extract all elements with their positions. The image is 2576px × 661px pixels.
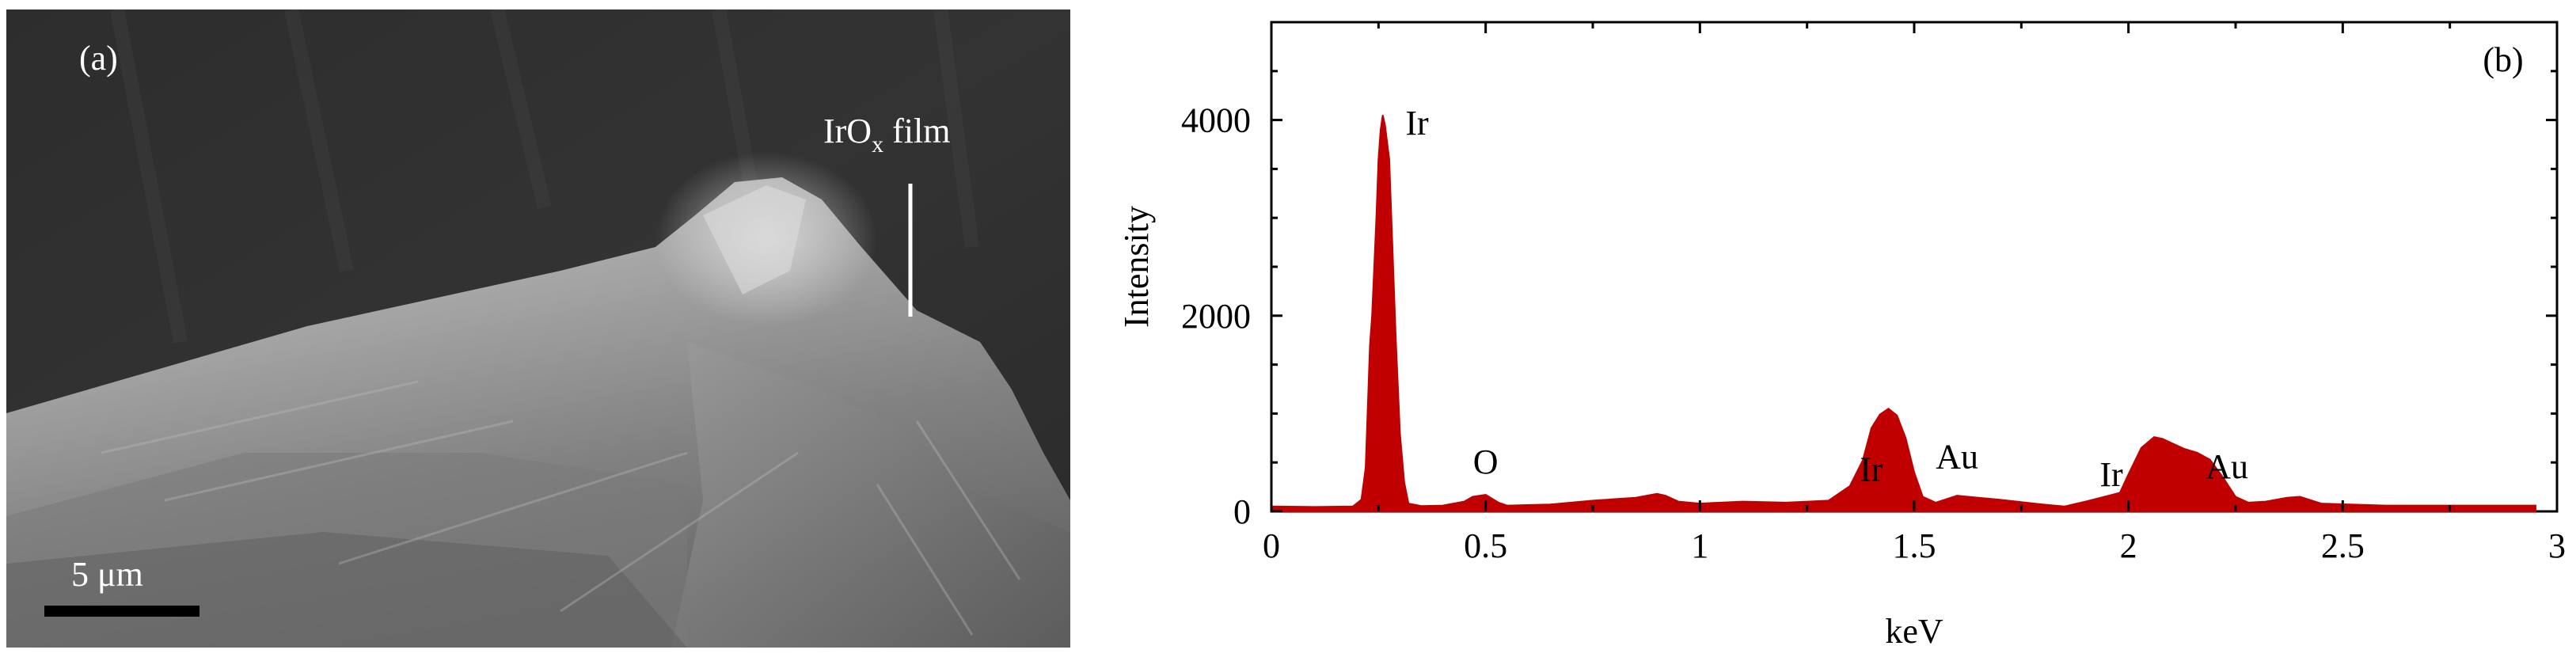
peak-label: Ir <box>1860 450 1883 489</box>
sem-image-panel: (a) IrOx film 5 μm <box>6 9 1070 648</box>
panel-b-label: (b) <box>2483 40 2523 79</box>
scale-bar-label: 5 μm <box>71 555 143 594</box>
y-axis-title: Intensity <box>1117 206 1156 328</box>
x-tick-label: 1.5 <box>1893 526 1936 565</box>
eds-spectrum-chart: 0 0.5 1 1.5 2 2.5 3 0 2000 4000 Ir O Ir Au Ir Au (b) k… <box>1117 21 2566 651</box>
film-annotation: IrOx film <box>823 112 950 158</box>
sem-micrograph: (a) IrOx film 5 μm <box>6 9 1070 648</box>
peak-label: Au <box>2206 447 2248 486</box>
x-tick-label: 0.5 <box>1464 526 1507 565</box>
peak-annotations: Ir O Ir Au Ir Au <box>1405 104 2248 494</box>
peak-label: Ir <box>2099 455 2123 494</box>
axis-ticks <box>1270 21 2559 513</box>
spectrum-area <box>1271 115 2536 512</box>
scale-bar <box>44 606 199 617</box>
peak-label: Ir <box>1405 104 1429 142</box>
x-axis-title: keV <box>1885 612 1943 651</box>
y-tick-label: 4000 <box>1181 101 1251 140</box>
plot-frame <box>1270 21 2559 513</box>
x-tick-label: 2 <box>2120 526 2137 565</box>
eds-chart-panel: 0 0.5 1 1.5 2 2.5 3 0 2000 4000 Ir O Ir Au Ir Au (b) k… <box>1077 0 2576 657</box>
y-tick-label: 0 <box>1233 492 1251 531</box>
axis-labels: 0 0.5 1 1.5 2 2.5 3 0 2000 4000 <box>1181 101 2566 565</box>
peak-label: Au <box>1936 438 1978 477</box>
peak-label: O <box>1473 443 1499 481</box>
x-tick-label: 3 <box>2548 526 2566 565</box>
x-tick-label: 1 <box>1691 526 1708 565</box>
y-tick-label: 2000 <box>1181 297 1251 336</box>
x-tick-label: 2.5 <box>2321 526 2365 565</box>
x-tick-label: 0 <box>1263 526 1280 565</box>
panel-a-label: (a) <box>79 39 118 78</box>
